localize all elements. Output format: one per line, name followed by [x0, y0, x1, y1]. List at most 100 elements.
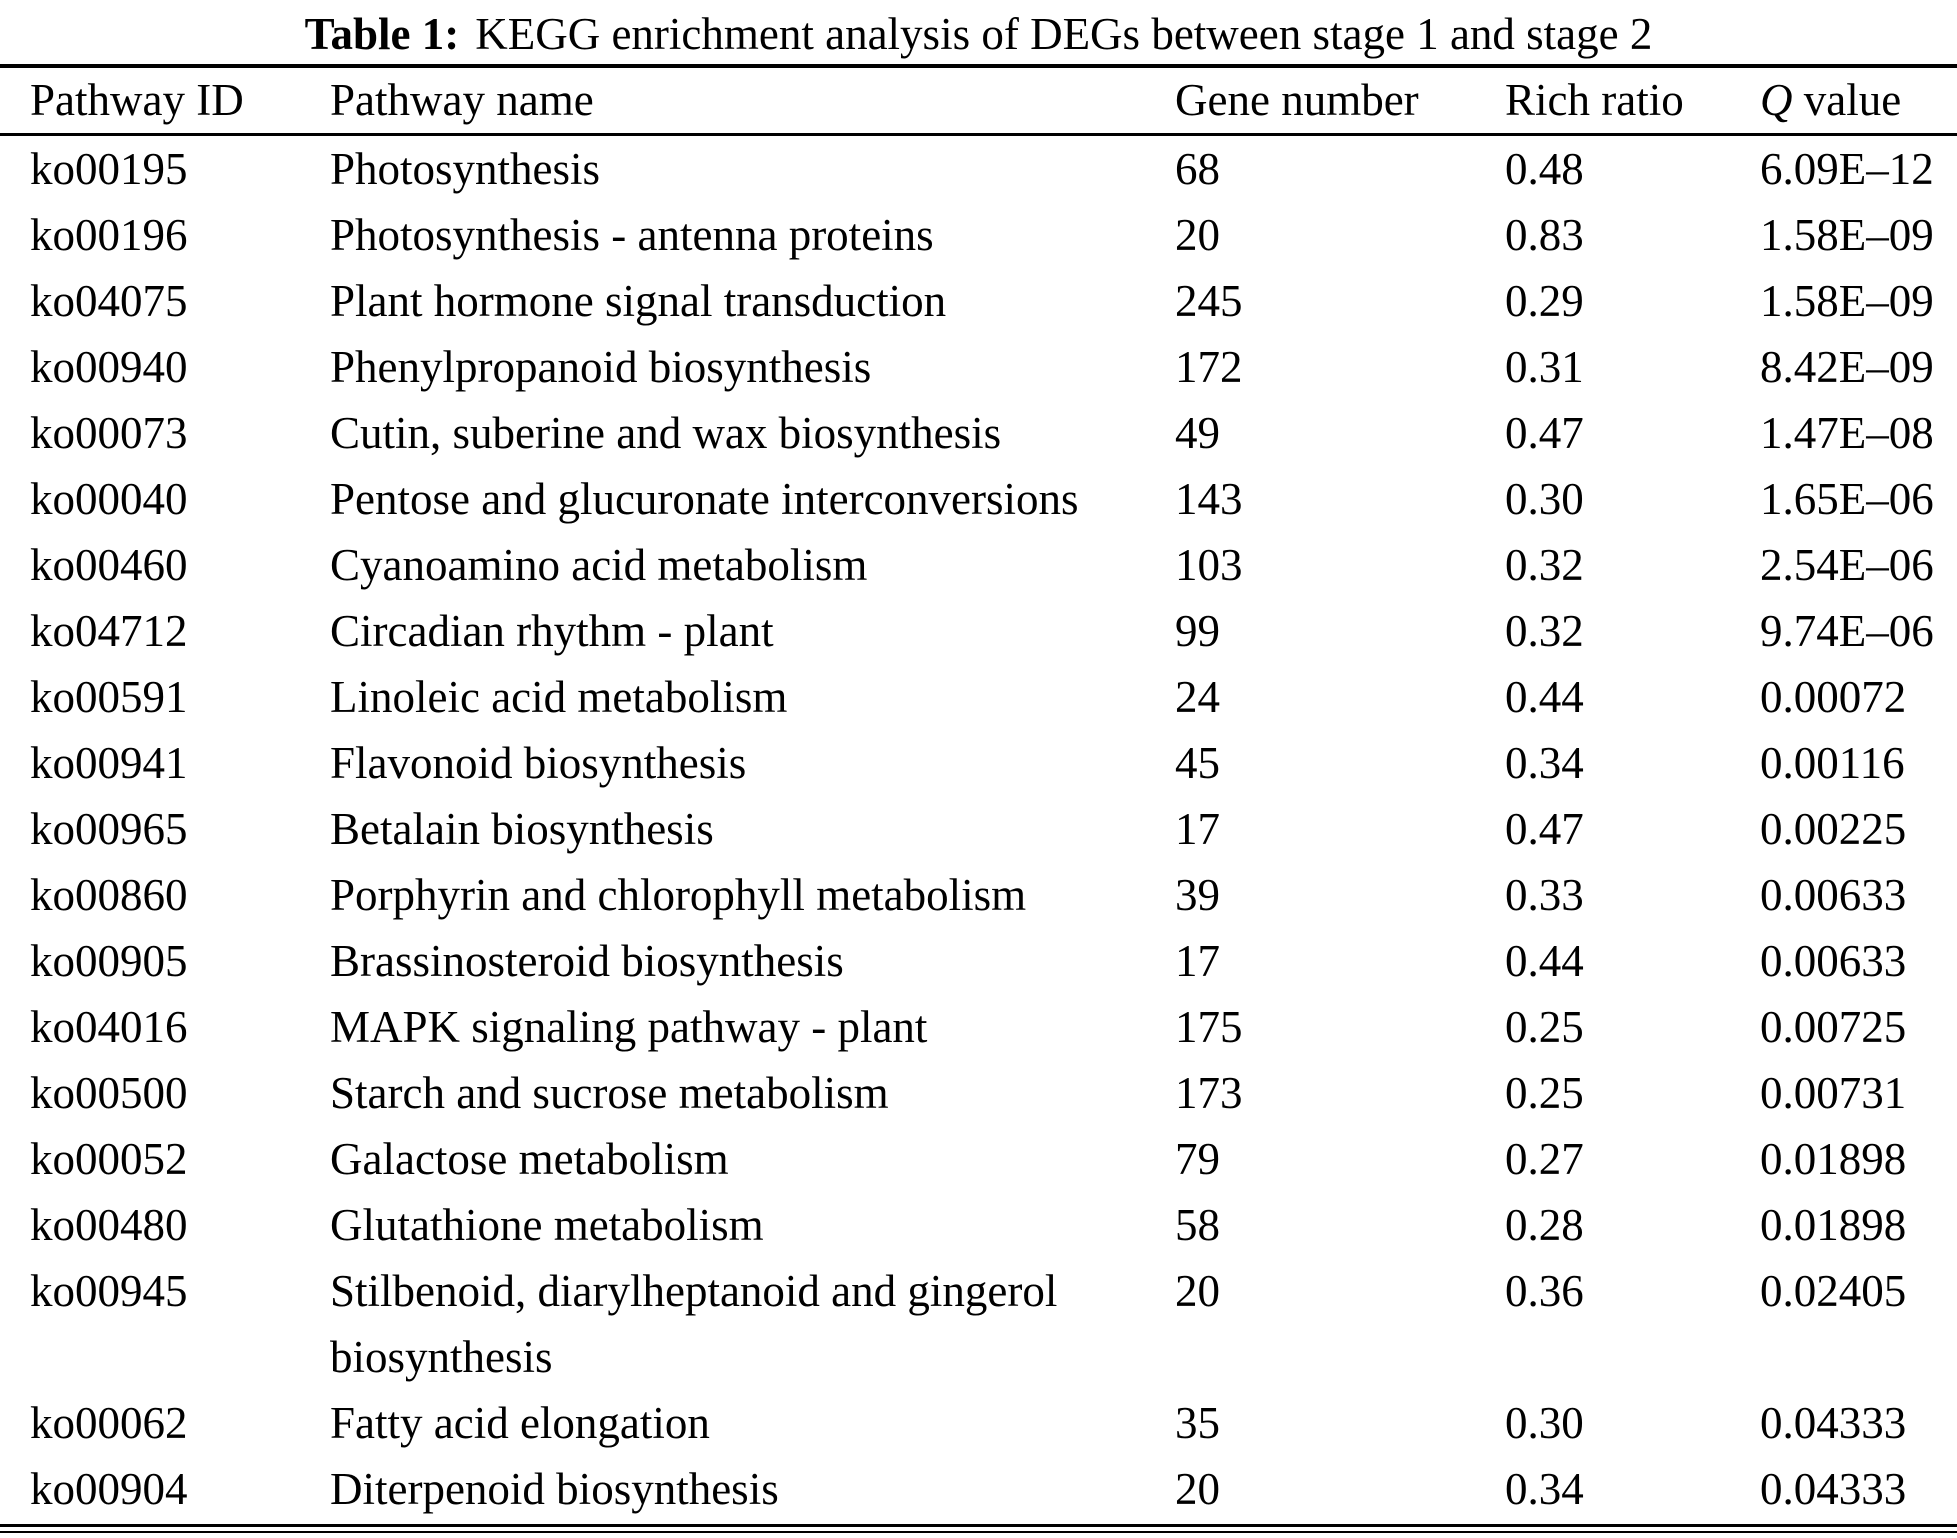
gene-number-cell: 49 — [1175, 407, 1220, 458]
column-header-gene-number: Gene number — [1175, 68, 1505, 136]
pathway-name-cell: MAPK signaling pathway - plant — [330, 1001, 928, 1052]
bottom-rule-gap — [0, 1526, 1957, 1531]
pathway-name-cell: Porphyrin and chlorophyll metabolism — [330, 869, 1027, 920]
pathway-name-cell: Betalain biosynthesis — [330, 803, 714, 854]
table-row: ko04075 Plant hormone signal transduction… — [0, 268, 1957, 334]
table-row: ko00196 Photosynthesis - antenna proteins… — [0, 202, 1957, 268]
table-row: ko00965 Betalain biosynthesis 17 0.47 0.0022… — [0, 796, 1957, 862]
q-value-cell: 0.00633 — [1760, 869, 1907, 920]
rich-ratio-cell: 0.83 — [1505, 209, 1584, 260]
gene-number-cell: 17 — [1175, 803, 1220, 854]
pathway-id-cell: ko00052 — [30, 1133, 188, 1184]
q-value-cell: 0.00225 — [1760, 803, 1907, 854]
gene-number-cell: 143 — [1175, 473, 1243, 524]
gene-number-cell: 35 — [1175, 1397, 1220, 1448]
pathway-id-cell: ko00860 — [30, 869, 188, 920]
rich-ratio-cell: 0.33 — [1505, 869, 1584, 920]
rich-ratio-cell: 0.36 — [1505, 1265, 1584, 1316]
pathway-name-cell: Photosynthesis — [330, 143, 601, 194]
q-value-cell: 1.47E–08 — [1760, 407, 1934, 458]
gene-number-cell: 175 — [1175, 1001, 1243, 1052]
gene-number-cell: 58 — [1175, 1199, 1220, 1250]
q-value-header-rest: value — [1792, 75, 1902, 126]
gene-number-cell: 79 — [1175, 1133, 1220, 1184]
table-title-text: KEGG enrichment analysis of DEGs between… — [475, 9, 1653, 59]
bottom-rule-thick — [0, 1523, 1957, 1527]
rich-ratio-cell: 0.29 — [1505, 275, 1584, 326]
column-header-pathway-name: Pathway name — [330, 68, 1175, 136]
q-value-cell: 0.00725 — [1760, 1001, 1907, 1052]
gene-number-cell: 245 — [1175, 275, 1243, 326]
rich-ratio-cell: 0.34 — [1505, 1463, 1584, 1514]
gene-number-cell: 172 — [1175, 341, 1243, 392]
rich-ratio-cell: 0.30 — [1505, 473, 1584, 524]
table-row: ko00040 Pentose and glucuronate interconv… — [0, 466, 1957, 532]
pathway-id-cell: ko00196 — [30, 209, 188, 260]
q-value-cell: 0.02405 — [1760, 1265, 1907, 1316]
q-value-cell: 0.01898 — [1760, 1133, 1907, 1184]
pathway-name-cell: Glutathione metabolism — [330, 1199, 764, 1250]
pathway-name-cell: Circadian rhythm - plant — [330, 605, 774, 656]
rich-ratio-cell: 0.27 — [1505, 1133, 1584, 1184]
q-value-cell: 0.04333 — [1760, 1463, 1907, 1514]
gene-number-cell: 99 — [1175, 605, 1220, 656]
rich-ratio-cell: 0.44 — [1505, 935, 1584, 986]
pathway-id-cell: ko00941 — [30, 737, 188, 788]
rich-ratio-cell: 0.31 — [1505, 341, 1584, 392]
rich-ratio-cell: 0.28 — [1505, 1199, 1584, 1250]
rich-ratio-cell: 0.32 — [1505, 539, 1584, 590]
header-row: Pathway ID Pathway name Gene number Rich… — [0, 68, 1957, 136]
q-value-cell: 0.00731 — [1760, 1067, 1907, 1118]
q-value-cell: 0.00116 — [1760, 737, 1905, 788]
pathway-id-cell: ko00195 — [30, 143, 188, 194]
pathway-id-cell: ko00591 — [30, 671, 188, 722]
pathway-name-cell: Fatty acid elongation — [330, 1397, 710, 1448]
table-title: Table 1: KEGG enrichment analysis of DEG… — [0, 0, 1957, 64]
q-value-cell: 8.42E–09 — [1760, 341, 1934, 392]
pathway-name-cell: Cutin, suberine and wax biosynthesis — [330, 407, 1002, 458]
q-value-cell: 1.65E–06 — [1760, 473, 1934, 524]
table-row: ko00073 Cutin, suberine and wax biosynthe… — [0, 400, 1957, 466]
table-row: ko04712 Circadian rhythm - plant 99 0.32 9.7… — [0, 598, 1957, 664]
pathway-name-cell: Pentose and glucuronate interconversions — [330, 473, 1079, 524]
pathway-name-cell: Flavonoid biosynthesis — [330, 737, 747, 788]
table-row: ko00052 Galactose metabolism 79 0.27 0.01898 — [0, 1126, 1957, 1192]
gene-number-cell: 39 — [1175, 869, 1220, 920]
rich-ratio-cell: 0.44 — [1505, 671, 1584, 722]
pathway-name-cell: Phenylpropanoid biosynthesis — [330, 341, 872, 392]
q-value-cell: 0.00072 — [1760, 671, 1907, 722]
gene-number-cell: 103 — [1175, 539, 1243, 590]
gene-number-cell: 45 — [1175, 737, 1220, 788]
pathway-id-cell: ko04016 — [30, 1001, 188, 1052]
q-value-cell: 2.54E–06 — [1760, 539, 1934, 590]
pathway-name-cell: Photosynthesis - antenna proteins — [330, 209, 934, 260]
table-row: ko00904 Diterpenoid biosynthesis 20 0.34 0.0… — [0, 1456, 1957, 1522]
pathway-id-cell: ko00500 — [30, 1067, 188, 1118]
table-row: ko04016 MAPK signaling pathway - plant 175… — [0, 994, 1957, 1060]
table-row: ko00591 Linoleic acid metabolism 24 0.44 0.0… — [0, 664, 1957, 730]
rich-ratio-cell: 0.47 — [1505, 407, 1584, 458]
pathway-id-cell: ko00073 — [30, 407, 188, 458]
gene-number-cell: 24 — [1175, 671, 1220, 722]
gene-number-cell: 68 — [1175, 143, 1220, 194]
pathway-id-cell: ko04712 — [30, 605, 188, 656]
top-rule — [0, 64, 1957, 68]
table-body: ko00195 Photosynthesis 68 0.48 6.09E–12 ko001… — [0, 134, 1957, 1522]
q-value-italic-letter: Q — [1760, 75, 1793, 126]
gene-number-cell: 173 — [1175, 1067, 1243, 1118]
pathway-id-cell: ko00945 — [30, 1265, 188, 1316]
pathway-id-cell: ko00904 — [30, 1463, 188, 1514]
gene-number-cell: 17 — [1175, 935, 1220, 986]
gene-number-cell: 20 — [1175, 1265, 1220, 1316]
table-row: ko00480 Glutathione metabolism 58 0.28 0.018… — [0, 1192, 1957, 1258]
pathway-id-cell: ko00040 — [30, 473, 188, 524]
pathway-name-cell: Starch and sucrose metabolism — [330, 1067, 889, 1118]
pathway-name-cell: Linoleic acid metabolism — [330, 671, 788, 722]
table-row: ko00860 Porphyrin and chlorophyll metabol… — [0, 862, 1957, 928]
pathway-id-cell: ko00940 — [30, 341, 188, 392]
rich-ratio-cell: 0.30 — [1505, 1397, 1584, 1448]
rich-ratio-cell: 0.48 — [1505, 143, 1584, 194]
pathway-id-cell: ko00965 — [30, 803, 188, 854]
pathway-name-cell: Galactose metabolism — [330, 1133, 729, 1184]
pathway-name-cell: Stilbenoid, diarylheptanoid and gingerol… — [330, 1265, 1058, 1382]
